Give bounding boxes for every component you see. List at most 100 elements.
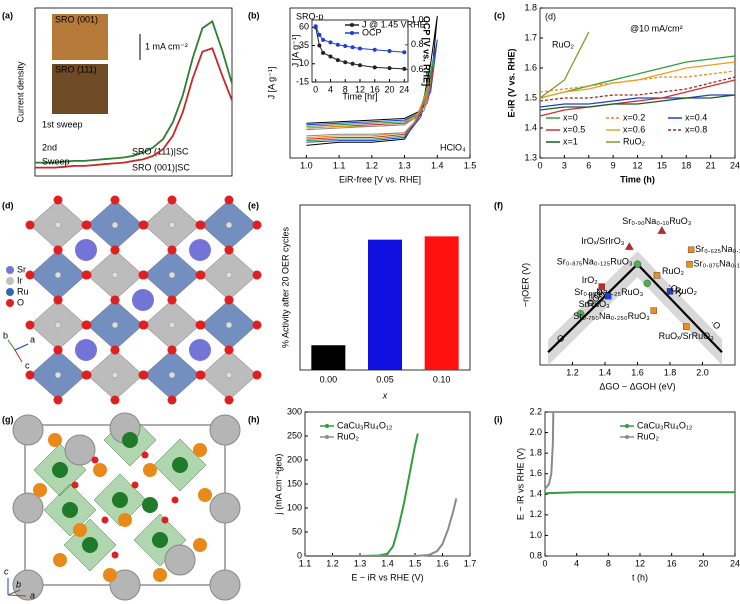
x-tick-label: 1.6 xyxy=(436,558,449,568)
series-marker xyxy=(358,63,362,68)
legend-atom xyxy=(6,288,14,296)
metal-atom xyxy=(225,271,233,279)
x-tick-label: 8 xyxy=(606,558,611,568)
oxygen-atom xyxy=(167,345,177,355)
x-tick-label: 1.0 xyxy=(300,160,313,170)
oxygen-atom xyxy=(53,345,63,355)
metal-atom xyxy=(111,271,119,279)
ru-atom xyxy=(112,492,128,508)
series-marker xyxy=(387,66,392,71)
legend-atom xyxy=(6,299,14,307)
cu-atom xyxy=(93,463,107,477)
legend-label: x=0 xyxy=(563,112,578,122)
x-axis-label: Time (h) xyxy=(620,174,655,184)
o-atom xyxy=(141,451,149,459)
point xyxy=(633,260,642,268)
legend-dot xyxy=(325,435,329,439)
y-tick-label: 1.0 xyxy=(529,530,542,540)
sr-atom xyxy=(189,239,211,261)
oxygen-atom xyxy=(224,295,234,305)
panel-label: (f) xyxy=(494,200,503,210)
y-tick-label: 1.5 xyxy=(524,92,537,102)
y-tick-label: 2.0 xyxy=(529,427,542,437)
x-tick-label: 16 xyxy=(370,84,380,94)
series-marker xyxy=(350,61,355,66)
metal-atom xyxy=(225,371,233,379)
cu-atom xyxy=(143,463,157,477)
annotation: HClO₄ xyxy=(440,142,466,152)
x-tick-label: 1.5 xyxy=(464,160,477,170)
oxygen-atom xyxy=(82,370,92,380)
ca-atom xyxy=(64,434,96,466)
y-tick-label: 250 xyxy=(287,430,302,440)
bar xyxy=(311,345,346,370)
series-marker xyxy=(343,60,348,65)
oxygen-atom xyxy=(196,220,206,230)
o-atom xyxy=(101,516,109,524)
y-tick-label: 0 xyxy=(297,550,302,560)
oxygen-atom xyxy=(224,195,234,205)
series-line xyxy=(35,19,233,164)
point-label: Sr₀.₈₇₅Na₀.₁₂₅RuO₃ xyxy=(694,259,740,269)
point xyxy=(576,310,585,318)
x-tick-label: 21 xyxy=(706,160,716,170)
series-marker xyxy=(321,37,326,42)
x-tick-label: 24 xyxy=(399,84,409,94)
annotation: ·O xyxy=(553,332,567,346)
series-line xyxy=(539,76,736,102)
annotation: (d) xyxy=(545,11,556,21)
series-line xyxy=(539,94,735,108)
x-tick-label: 1.3 xyxy=(354,558,367,568)
o-atom xyxy=(91,456,99,464)
legend-label: x=0.4 xyxy=(685,112,707,122)
ca-atom xyxy=(12,492,44,524)
annotation: SRO (111) xyxy=(55,64,97,74)
point xyxy=(683,323,690,330)
ca-atom xyxy=(209,414,241,446)
panel-label: (c) xyxy=(494,10,505,20)
x-tick-label: 16 xyxy=(667,558,677,568)
ca-atom xyxy=(12,414,44,446)
x-tick-label: 0 xyxy=(313,84,318,94)
oxygen-atom xyxy=(252,270,262,280)
panel-label: (d) xyxy=(2,200,14,210)
cu-atom xyxy=(33,483,47,497)
point-label: IrOₓ/SrIrO₃ xyxy=(581,236,624,246)
cu-atom xyxy=(198,488,212,502)
axis-label: a xyxy=(30,334,35,344)
ru-atom xyxy=(172,457,188,473)
x-tick-label: 0.05 xyxy=(376,374,394,384)
x-tick-label: 3 xyxy=(562,160,567,170)
volcano-band xyxy=(548,251,722,366)
metal-atom xyxy=(168,221,176,229)
series-line xyxy=(306,66,435,140)
ru-atom xyxy=(62,502,78,518)
ru-atom xyxy=(152,532,168,548)
legend-dot xyxy=(625,424,629,428)
x-tick-label: 1.1 xyxy=(299,558,312,568)
series-marker xyxy=(343,44,348,49)
x-tick-label: 2.0 xyxy=(696,367,709,377)
x-tick-label: 6 xyxy=(586,160,591,170)
x-tick-label: 1.2 xyxy=(566,367,579,377)
series-line xyxy=(306,55,435,142)
legend-label: SRO (001)|SC xyxy=(132,162,190,172)
series-marker xyxy=(372,65,377,70)
y-tick-label: 50 xyxy=(292,526,302,536)
y-tick-label: 300 xyxy=(287,406,302,416)
point-label: IrO₂ xyxy=(582,275,598,285)
metal-atom xyxy=(168,321,176,329)
panel-label: (i) xyxy=(494,414,503,424)
legend-label: RuO₂ xyxy=(637,431,660,441)
annotation: SRO (001) xyxy=(55,14,98,24)
legend-atom xyxy=(6,277,14,285)
metal-atom xyxy=(54,271,62,279)
series-line xyxy=(539,61,736,99)
x-tick-label: 1.8 xyxy=(664,367,677,377)
series-marker xyxy=(350,45,355,50)
oxygen-atom xyxy=(167,245,177,255)
metal-atom xyxy=(225,321,233,329)
plot-frame xyxy=(34,7,233,177)
oxygen-atom xyxy=(53,395,63,405)
y-tick-label: 150 xyxy=(287,478,302,488)
